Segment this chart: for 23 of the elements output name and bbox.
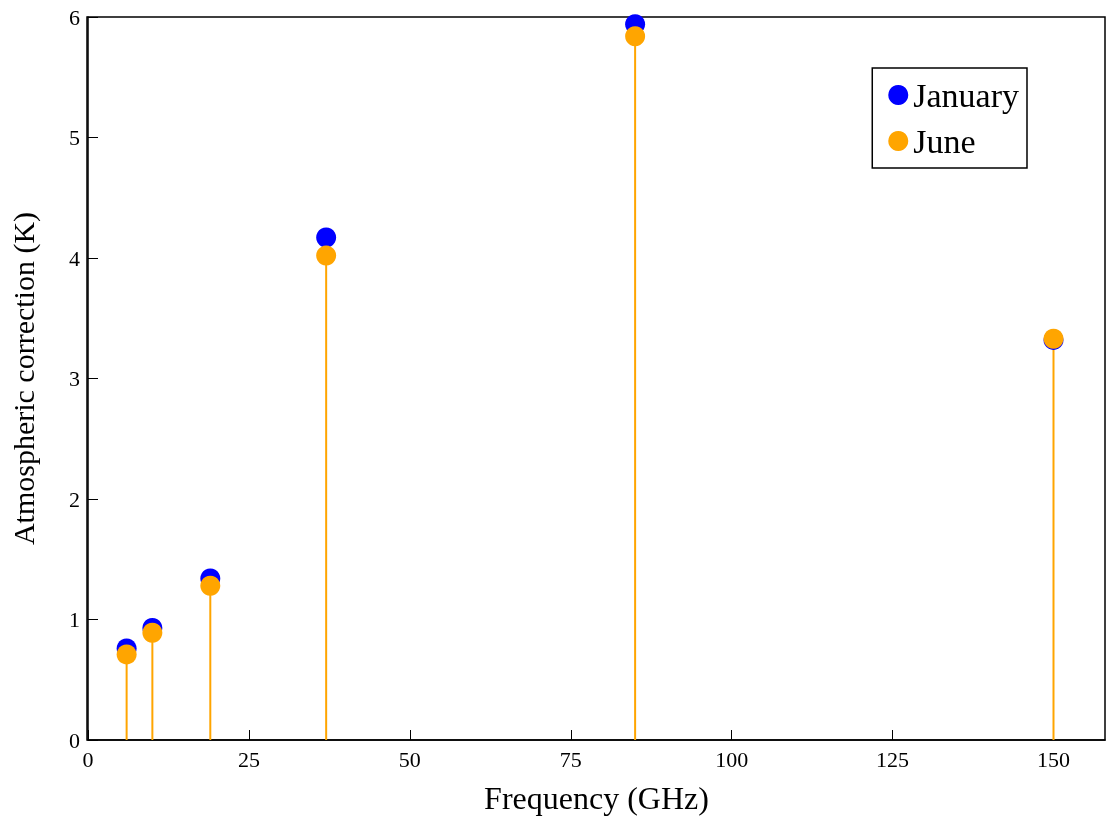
x-tick-label: 75 xyxy=(559,746,582,772)
point xyxy=(116,644,137,665)
y-axis-title: Atmospheric correction (K) xyxy=(6,211,41,546)
x-tick-label: 125 xyxy=(876,746,910,772)
y-tick-label: 2 xyxy=(69,486,80,512)
y-tick-label: 1 xyxy=(69,607,80,632)
point xyxy=(316,227,337,248)
x-tick-label: 50 xyxy=(398,746,421,772)
legend-label: January xyxy=(913,76,1020,114)
x-axis-title: Frequency (GHz) xyxy=(484,780,709,816)
y-tick-label: 6 xyxy=(69,4,80,30)
point xyxy=(200,575,221,596)
x-tick-label: 100 xyxy=(715,746,749,772)
point xyxy=(142,622,163,643)
point xyxy=(316,245,337,266)
y-tick-label: 5 xyxy=(69,125,80,150)
x-tick-label: 150 xyxy=(1037,746,1071,772)
y-tick-label: 4 xyxy=(69,245,80,271)
y-tick-label: 0 xyxy=(69,727,80,753)
y-tick-label: 3 xyxy=(69,366,80,391)
legend-label: June xyxy=(913,122,976,160)
point xyxy=(625,26,646,47)
x-tick-label: 25 xyxy=(237,746,260,772)
